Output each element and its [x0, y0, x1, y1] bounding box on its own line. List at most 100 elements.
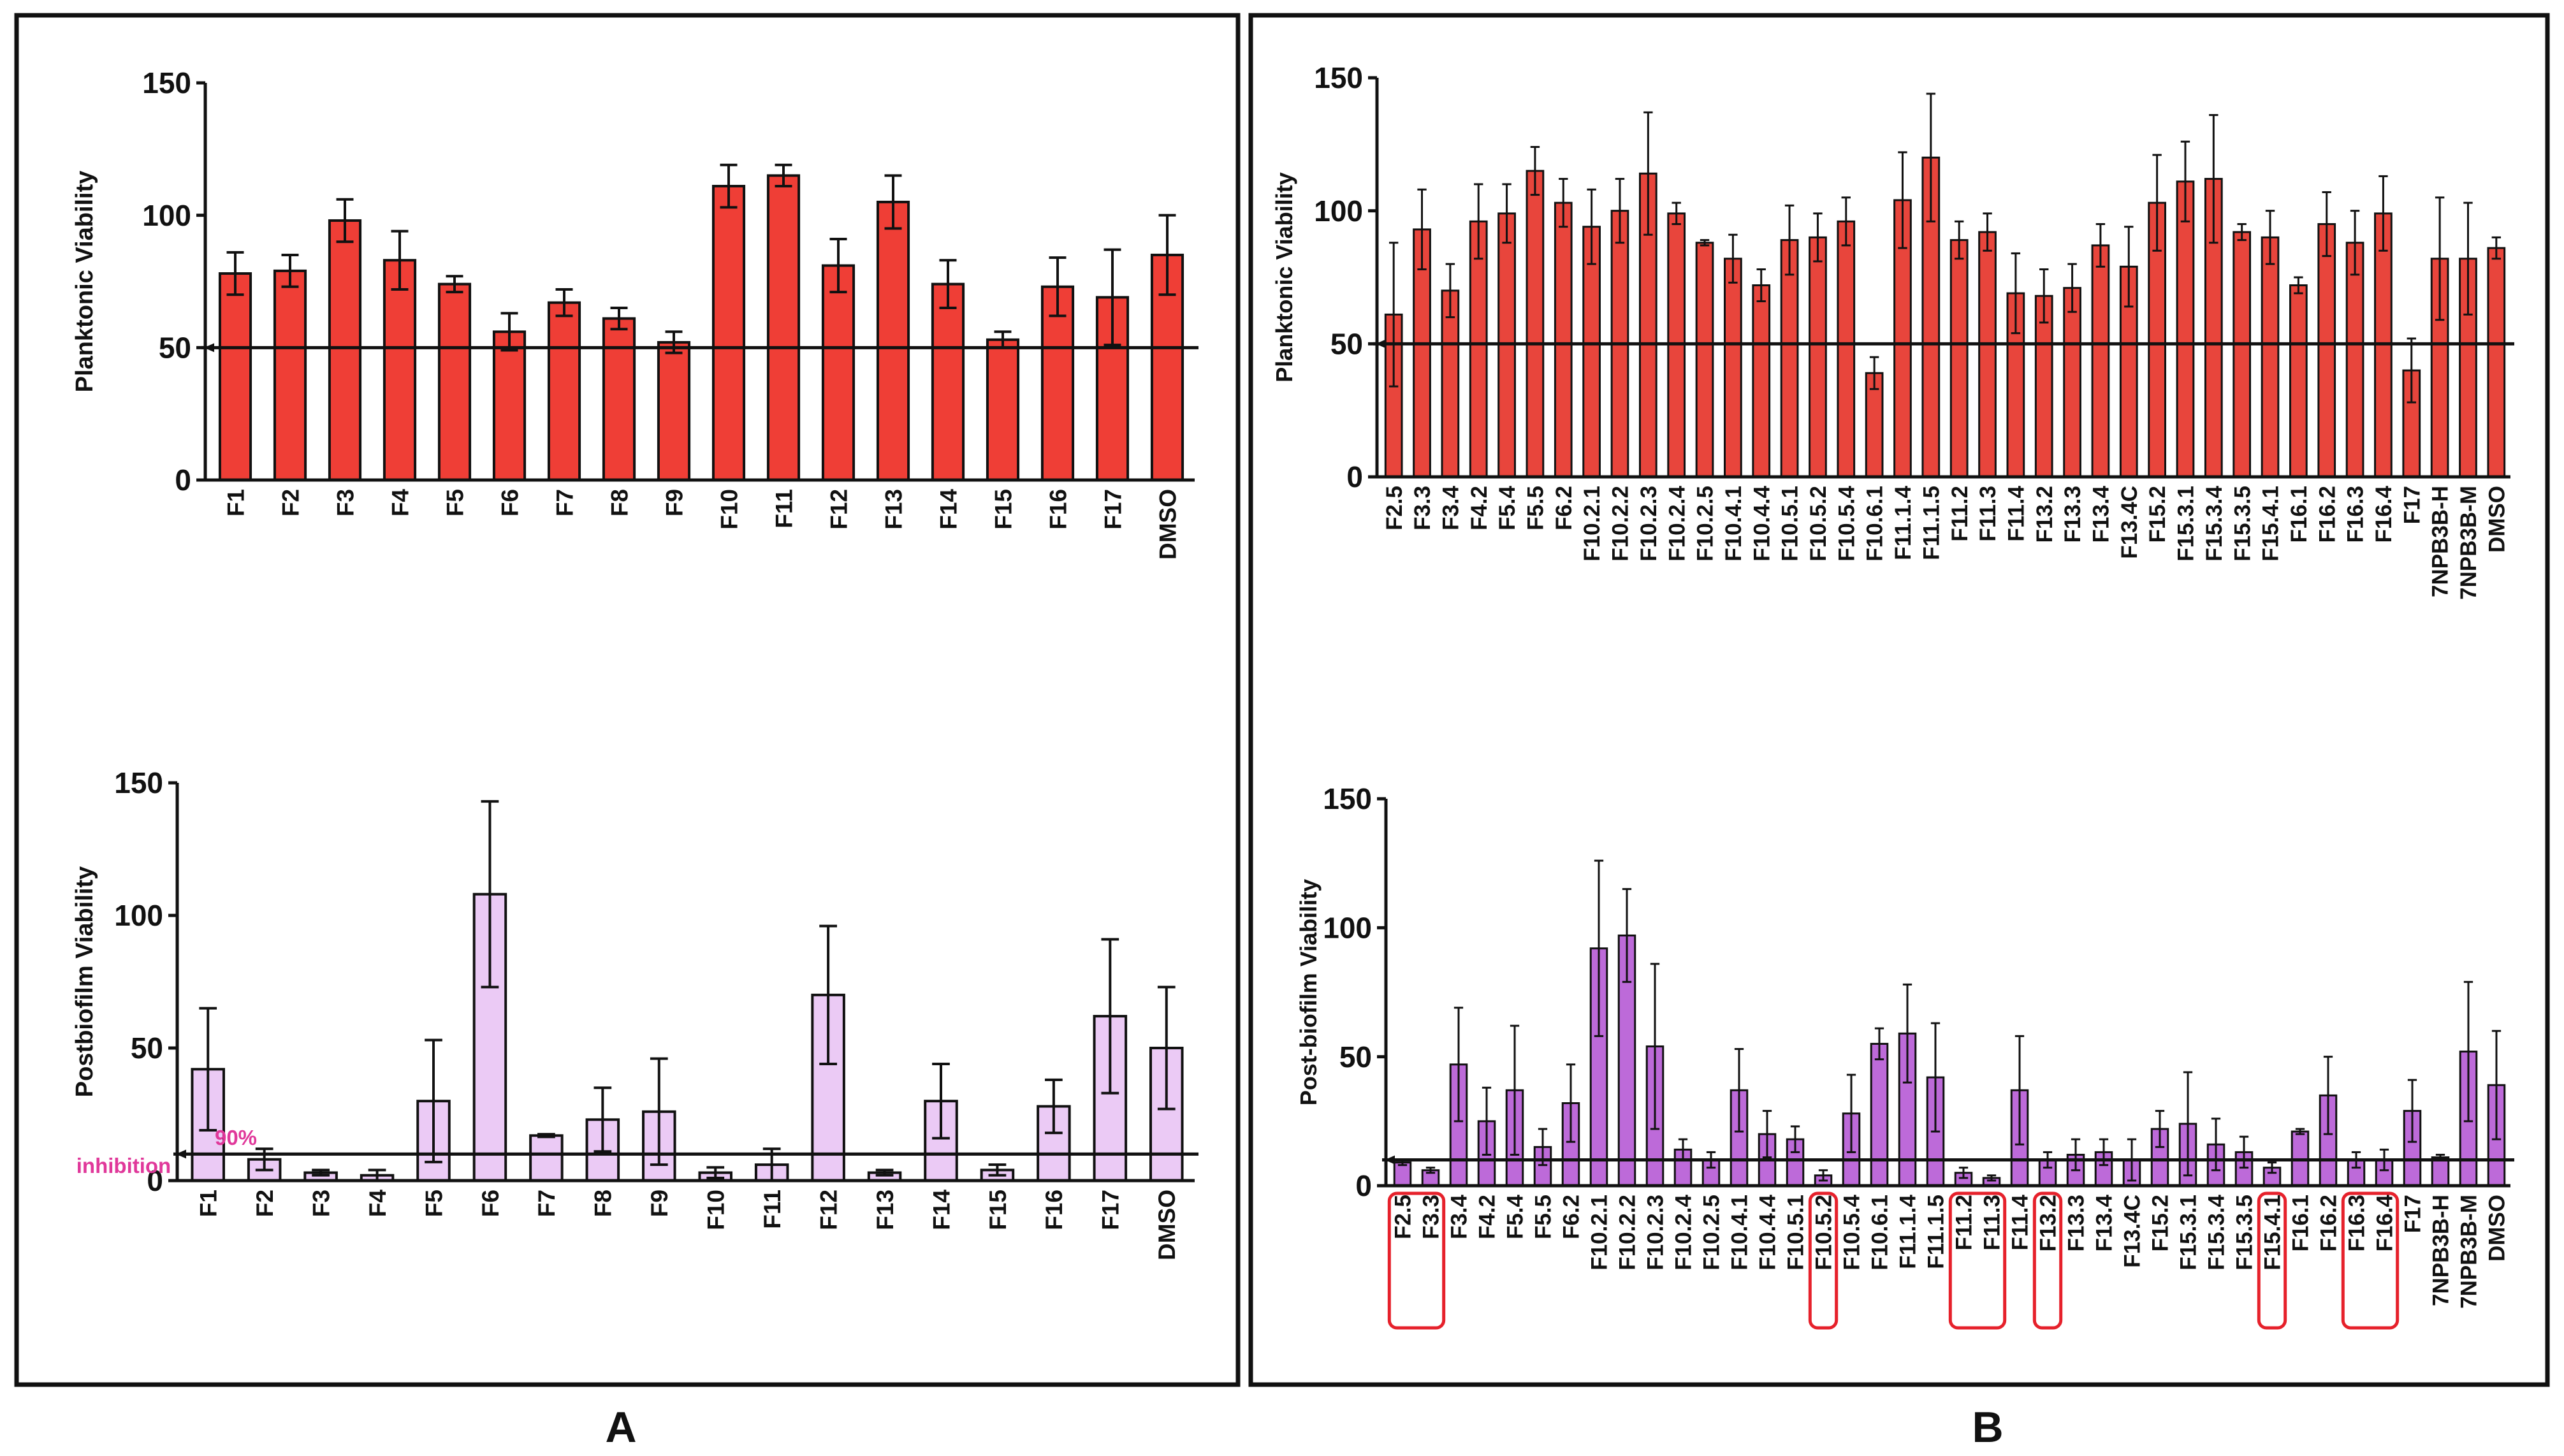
bar [382, 259, 417, 481]
bar [1441, 289, 1460, 478]
inhibition-annotation-line1: 90% [215, 1126, 257, 1149]
category-label: F11 [771, 489, 797, 528]
category-label: F10.2.4 [1664, 485, 1689, 561]
bar [1809, 236, 1827, 478]
bar [328, 219, 362, 481]
y-tick-label: 100 [1323, 911, 1372, 944]
category-label: 7NPB3B-M [2456, 486, 2481, 600]
category-label: F10.5.4 [1834, 485, 1859, 561]
reference-line-marker [1385, 1155, 1395, 1165]
category-label: F12 [815, 1190, 841, 1230]
category-label: F16.4 [2373, 1194, 2398, 1251]
category-label: F15.3.1 [2176, 1195, 2201, 1270]
bar [2176, 180, 2195, 478]
category-label: F15.4.1 [2259, 486, 2284, 562]
category-label: F13.4 [2092, 1194, 2117, 1251]
category-label: F1 [222, 489, 249, 516]
category-label: F13 [872, 1190, 898, 1230]
category-label: 7NPB3B-H [2429, 1195, 2454, 1306]
highlight-box [1948, 1191, 2007, 1330]
y-tick-label: 0 [1355, 1169, 1372, 1202]
bar [2091, 244, 2110, 478]
category-label: F10.5.2 [1812, 1195, 1837, 1270]
bar [1949, 239, 1969, 478]
bar [2261, 236, 2280, 478]
category-label: F12 [826, 489, 852, 530]
y-tick-label: 150 [1323, 782, 1372, 815]
bar [986, 338, 1020, 482]
category-label: F9 [646, 1190, 673, 1217]
bar [711, 184, 746, 481]
bar [2317, 223, 2336, 478]
category-label: F10.4.1 [1721, 486, 1746, 562]
category-label: F3 [308, 1190, 334, 1217]
category-label: F13.3 [2064, 1195, 2089, 1252]
category-label: F4.2 [1475, 1195, 1500, 1239]
category-label: DMSO [2485, 1195, 2510, 1262]
category-label: F15.3.5 [2233, 1195, 2257, 1270]
bar [876, 200, 910, 481]
category-label: F14 [928, 1190, 954, 1230]
bar [2289, 284, 2308, 478]
category-label: F10 [703, 1190, 729, 1230]
category-label: F3.4 [1447, 1194, 1472, 1239]
category-label: F10.4.4 [1756, 1194, 1781, 1270]
bar [1870, 1042, 1889, 1187]
category-label: F6 [477, 1190, 504, 1217]
category-label: F15 [985, 1190, 1011, 1230]
category-label: F5 [442, 489, 468, 516]
category-label: F10.6.1 [1868, 1195, 1893, 1270]
category-label: F1 [196, 1190, 222, 1217]
category-label: F10.2.5 [1693, 486, 1718, 562]
category-label: F5.4 [1503, 1194, 1528, 1239]
bar [1978, 231, 1997, 478]
category-label: F9 [661, 489, 687, 516]
category-label: F10.2.3 [1643, 1195, 1668, 1270]
category-label: F3.4 [1438, 485, 1463, 530]
category-label: F7 [551, 489, 578, 516]
category-label: F16.1 [2287, 486, 2312, 543]
y-tick-label: 50 [1330, 327, 1363, 360]
category-label: F5.5 [1524, 486, 1548, 530]
y-axis-title: Planktonic Viability [71, 171, 98, 393]
category-label: F10.2.2 [1608, 486, 1633, 562]
category-label: F10.5.2 [1806, 486, 1831, 562]
category-label: F13.4C [2120, 1195, 2145, 1268]
category-label: F11.1.5 [1919, 486, 1944, 560]
category-label: F11 [759, 1190, 785, 1229]
category-label: 7NPB3B-M [2457, 1195, 2482, 1309]
category-label: F13.2 [2036, 1195, 2061, 1252]
category-label: F15.3.4 [2202, 485, 2227, 561]
category-label: F10.2.4 [1672, 1194, 1696, 1270]
category-label: F2 [252, 1190, 278, 1217]
category-label: F6.2 [1559, 1195, 1584, 1239]
y-tick-label: 150 [142, 66, 191, 99]
category-label: F11.4 [2008, 1194, 2033, 1250]
category-label: F13.3 [2060, 486, 2085, 543]
bar [602, 317, 636, 481]
bar [2431, 1156, 2450, 1187]
category-label: F5.4 [1495, 485, 1520, 530]
y-tick-label: 150 [114, 766, 163, 799]
category-label: F10.6.1 [1863, 486, 1888, 562]
bar [2233, 231, 2252, 478]
category-label: F16.1 [2289, 1195, 2313, 1252]
y-tick-label: 0 [147, 1164, 163, 1197]
category-label: F17 [1100, 489, 1126, 530]
bar [1724, 258, 1742, 478]
reference-line-marker [1376, 339, 1386, 349]
category-label: F11.3 [1980, 1195, 2005, 1251]
category-label: F10 [716, 489, 742, 530]
bar [273, 269, 307, 481]
category-label: F10.2.5 [1700, 1195, 1724, 1270]
bar [492, 330, 527, 481]
panel-b-label: B [1972, 1403, 2003, 1452]
category-label: F6 [497, 489, 523, 516]
y-tick-label: 50 [1339, 1040, 1372, 1074]
category-label: DMSO [1155, 489, 1181, 560]
category-label: F16.4 [2371, 485, 2396, 542]
category-label: F10.4.1 [1728, 1195, 1752, 1270]
bar [218, 272, 252, 481]
bar [821, 264, 856, 481]
